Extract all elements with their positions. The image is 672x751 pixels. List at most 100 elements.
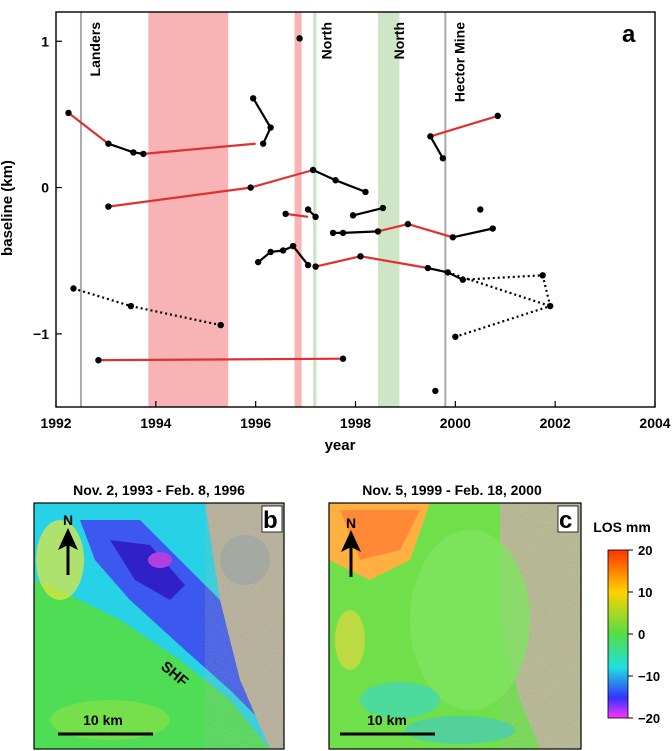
data-point	[259, 140, 267, 147]
red-baseline-line	[377, 223, 409, 233]
data-point	[279, 247, 287, 254]
data-point	[404, 220, 412, 228]
shaded-interval	[294, 12, 302, 407]
x-axis-ticks: 1992 1994 1996 1998 2000 2002 2004	[40, 401, 671, 431]
x-tick-label: 1994	[140, 415, 171, 431]
acquisition-points	[65, 35, 554, 395]
data-point	[105, 203, 112, 210]
black-baseline-line	[252, 97, 272, 145]
data-point	[267, 248, 274, 256]
scale-label-b: 10 km	[83, 712, 123, 728]
red-baseline-line	[285, 212, 309, 218]
data-point	[289, 242, 297, 250]
dotted-baseline-line	[454, 274, 552, 338]
data-point	[304, 206, 312, 213]
event-lines	[79, 12, 447, 407]
data-point	[444, 269, 452, 276]
x-tick-label: 2000	[440, 415, 471, 431]
data-point	[296, 35, 303, 42]
data-point	[95, 356, 102, 364]
data-point	[127, 302, 135, 310]
data-point	[130, 149, 137, 156]
colorbar-tick-label: 10	[638, 585, 652, 600]
colorbar-tick-label: 20	[638, 543, 652, 558]
data-point	[379, 204, 387, 212]
colorbar-gradient	[607, 549, 629, 719]
red-baseline-line	[407, 223, 454, 239]
red-baseline-line	[108, 186, 251, 208]
data-point	[304, 261, 312, 269]
data-point	[539, 272, 546, 279]
red-baseline-line	[98, 357, 344, 362]
colorbar-tick-label: 0	[638, 627, 645, 642]
plot-frame	[55, 11, 656, 408]
interval-label: North	[391, 22, 407, 59]
data-point	[546, 302, 554, 310]
panel-b-frame	[33, 502, 285, 750]
shaded-interval	[377, 12, 400, 407]
data-point	[424, 264, 432, 272]
panel-c-frame	[328, 502, 582, 750]
red-baseline-line	[67, 112, 110, 145]
x-tick-label: 2002	[540, 415, 571, 431]
black-baseline-line	[429, 135, 444, 159]
shaded-interval	[148, 12, 229, 407]
data-point	[432, 387, 439, 395]
black-baseline-line	[312, 168, 366, 193]
red-baseline-line	[430, 114, 499, 138]
data-point	[254, 258, 262, 266]
y-axis-ticks: 1 0 −1	[33, 33, 62, 342]
y-tick-label: 1	[41, 33, 49, 49]
panel-label-c: c	[559, 507, 572, 534]
north-arrow-icon	[58, 528, 78, 575]
data-point	[489, 225, 496, 232]
interval-label: North	[319, 22, 335, 59]
data-point	[65, 109, 72, 117]
panel-c-title: Nov. 5, 1999 - Feb. 18, 2000	[362, 482, 542, 498]
data-point	[494, 112, 501, 120]
data-point	[349, 212, 357, 219]
colorbar-ticks: 20 10 0 −10 −20	[628, 543, 660, 726]
data-point	[105, 140, 112, 147]
scale-label-c: 10 km	[367, 712, 407, 728]
red-baseline-line	[250, 168, 314, 189]
black-baseline-line	[352, 206, 384, 217]
colorbar-title: LOS mm	[593, 519, 651, 535]
x-tick-label: 1992	[40, 415, 71, 431]
black-baseline-line	[108, 142, 144, 155]
red-baseline-line	[315, 255, 429, 270]
data-point	[140, 150, 147, 158]
x-tick-label: 1996	[240, 415, 271, 431]
data-point	[247, 184, 254, 191]
data-point	[312, 213, 319, 221]
y-axis-label: baseline (km)	[0, 160, 16, 256]
panel-label-a: a	[622, 21, 636, 48]
data-point	[339, 229, 347, 237]
data-point	[374, 228, 382, 235]
data-point	[332, 177, 339, 184]
data-point	[217, 321, 224, 329]
data-point	[339, 355, 347, 362]
panel-b-title: Nov. 2, 1993 - Feb. 8, 1996	[73, 482, 245, 498]
y-tick-label: 0	[41, 180, 49, 196]
north-label-b: N	[63, 512, 73, 528]
x-tick-label: 2004	[639, 415, 670, 431]
black-baseline-line	[333, 230, 379, 234]
baseline-connections	[67, 97, 552, 362]
black-baseline-line	[452, 227, 494, 239]
x-tick-label: 1998	[340, 415, 371, 431]
data-point	[329, 229, 337, 237]
data-point	[249, 95, 257, 102]
north-label-c: N	[346, 515, 356, 531]
data-point	[459, 276, 467, 283]
shaded-interval	[313, 12, 317, 407]
colorbar-tick-label: −10	[638, 669, 660, 684]
data-point	[452, 333, 459, 340]
data-point	[439, 155, 447, 162]
data-point	[362, 188, 369, 196]
vertical-labels: Landers Hector Mine North North	[87, 22, 467, 102]
data-point	[357, 253, 364, 260]
data-point	[477, 206, 484, 213]
data-point	[267, 124, 274, 131]
